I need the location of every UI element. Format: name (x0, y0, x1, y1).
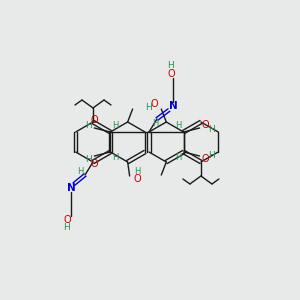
Text: H: H (176, 122, 182, 130)
Text: H: H (176, 154, 182, 163)
Text: O: O (91, 115, 98, 125)
Text: H: H (208, 124, 215, 134)
Text: N: N (169, 101, 177, 111)
Text: O: O (63, 215, 71, 225)
Text: O: O (167, 69, 175, 79)
Text: H: H (85, 154, 92, 164)
Text: H: H (112, 154, 119, 163)
Text: N: N (67, 183, 75, 193)
Text: O: O (91, 159, 98, 169)
Text: H: H (64, 224, 70, 232)
Text: H: H (168, 61, 174, 70)
Text: O: O (134, 174, 142, 184)
Text: H: H (208, 151, 215, 160)
Text: H: H (145, 103, 152, 112)
Text: H: H (112, 122, 119, 130)
Text: O: O (202, 120, 209, 130)
Text: O: O (151, 99, 158, 109)
Text: H: H (152, 118, 158, 127)
Text: H: H (134, 167, 141, 176)
Text: H: H (85, 121, 92, 130)
Text: H: H (77, 167, 83, 176)
Text: O: O (202, 154, 209, 164)
